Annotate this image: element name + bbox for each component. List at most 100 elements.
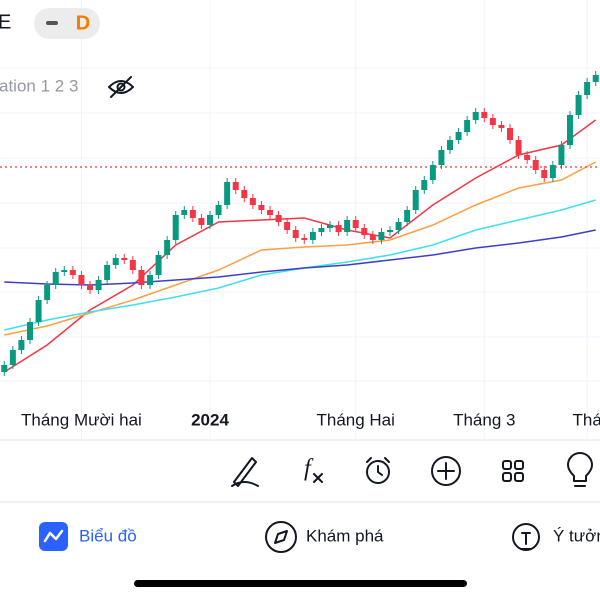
candle-body bbox=[112, 258, 119, 265]
candle-body bbox=[27, 322, 33, 340]
moving-average bbox=[4, 229, 596, 286]
candle-body bbox=[318, 228, 325, 232]
moving-average bbox=[4, 199, 596, 331]
nav-item[interactable]: Ý tưởn bbox=[553, 526, 600, 545]
candle-body bbox=[455, 132, 462, 140]
candle-body bbox=[275, 215, 282, 222]
candle-body bbox=[18, 340, 25, 350]
candle-body bbox=[292, 230, 299, 238]
candle-body bbox=[507, 128, 513, 140]
candle-body bbox=[309, 232, 316, 240]
candle-body bbox=[35, 300, 42, 322]
candle-body bbox=[549, 165, 556, 178]
candle-body bbox=[387, 230, 393, 232]
candle-body bbox=[412, 190, 419, 210]
candle-body bbox=[592, 75, 599, 82]
candle-body bbox=[104, 265, 111, 280]
candle-body bbox=[378, 232, 385, 240]
candle-body bbox=[69, 270, 76, 275]
symbol[interactable]: E bbox=[0, 11, 11, 33]
candle-body bbox=[9, 350, 16, 365]
candle-body bbox=[524, 155, 531, 160]
candle-body bbox=[301, 238, 308, 240]
chart-tab-glyph bbox=[43, 529, 64, 543]
collapse-icon bbox=[46, 21, 58, 25]
candle-body bbox=[361, 228, 368, 235]
candle-body bbox=[532, 160, 539, 170]
candle-body bbox=[584, 82, 591, 95]
candle-body bbox=[224, 182, 231, 205]
candle-body bbox=[395, 222, 402, 230]
candle-body bbox=[258, 205, 265, 210]
ideas-tab-icon[interactable] bbox=[512, 523, 540, 551]
x-tick-label: Thá bbox=[572, 410, 600, 429]
candle-body bbox=[147, 275, 153, 285]
interval[interactable]: D bbox=[76, 12, 90, 34]
nav-item[interactable]: Khám phá bbox=[306, 526, 384, 545]
candle-body bbox=[172, 215, 179, 240]
candle-body bbox=[207, 215, 213, 225]
x-tick-label: 2024 bbox=[191, 410, 229, 429]
candle-body bbox=[438, 150, 445, 165]
hide-icon[interactable] bbox=[108, 76, 134, 98]
candle-body bbox=[344, 220, 351, 232]
candle-body bbox=[335, 225, 342, 232]
candle-body bbox=[541, 170, 548, 178]
candle-body bbox=[164, 240, 171, 255]
indicator-tool[interactable]: f bbox=[304, 456, 323, 483]
candle-body bbox=[498, 125, 505, 128]
candle-body bbox=[472, 112, 479, 120]
candle-body bbox=[155, 255, 162, 275]
candle-body bbox=[181, 210, 188, 215]
candle-body bbox=[87, 285, 93, 290]
candle-body bbox=[421, 180, 428, 190]
candle-body bbox=[44, 285, 51, 300]
candle-body bbox=[575, 95, 582, 115]
draw-tool[interactable] bbox=[231, 457, 259, 487]
add-tool[interactable] bbox=[431, 456, 461, 486]
home-indicator bbox=[134, 580, 467, 587]
candle-body bbox=[489, 118, 496, 125]
candle-body bbox=[481, 112, 488, 118]
candle-body bbox=[464, 120, 471, 132]
x-tick-label: Tháng Hai bbox=[316, 410, 394, 429]
candle-body bbox=[429, 165, 436, 180]
candle-body bbox=[515, 140, 522, 155]
candle-body bbox=[215, 205, 222, 215]
candle-body bbox=[249, 198, 256, 205]
alert-tool[interactable] bbox=[366, 457, 390, 484]
layout-tool[interactable] bbox=[502, 460, 524, 482]
candle-body bbox=[189, 210, 196, 218]
interval-pill[interactable] bbox=[34, 8, 100, 39]
candle-body bbox=[121, 258, 128, 260]
candle-body bbox=[129, 260, 136, 270]
moving-average bbox=[3, 119, 597, 373]
candle-body bbox=[369, 235, 376, 240]
moving-average bbox=[4, 161, 597, 336]
candle-body bbox=[327, 225, 333, 228]
candle-body bbox=[95, 280, 102, 290]
candle-body bbox=[78, 275, 85, 285]
candle-body bbox=[352, 220, 359, 228]
indicator-label: ation 1 2 3 bbox=[0, 76, 78, 95]
candle-body bbox=[284, 222, 291, 230]
candle-body bbox=[558, 145, 565, 165]
candle-body bbox=[241, 190, 248, 198]
x-tick-label: Tháng 3 bbox=[453, 410, 515, 429]
x-tick-label: Tháng Mười hai bbox=[21, 410, 142, 429]
candle-body bbox=[567, 115, 573, 145]
ideas-tool[interactable] bbox=[567, 452, 593, 487]
explore-tab-icon[interactable] bbox=[265, 521, 297, 553]
candle-body bbox=[52, 272, 59, 285]
candle-body bbox=[267, 210, 273, 215]
nav-item[interactable]: Biểu đồ bbox=[79, 526, 137, 545]
chart: Tháng Mười hai 2024 Tháng Hai Tháng 3 Thá bbox=[0, 0, 600, 440]
candle-body bbox=[404, 210, 411, 222]
candle-body bbox=[198, 218, 205, 225]
candle-body bbox=[447, 140, 453, 150]
candle-body bbox=[1, 365, 8, 372]
candle-body bbox=[232, 182, 239, 190]
svg-text:f: f bbox=[304, 456, 314, 482]
candle-body bbox=[138, 270, 145, 285]
